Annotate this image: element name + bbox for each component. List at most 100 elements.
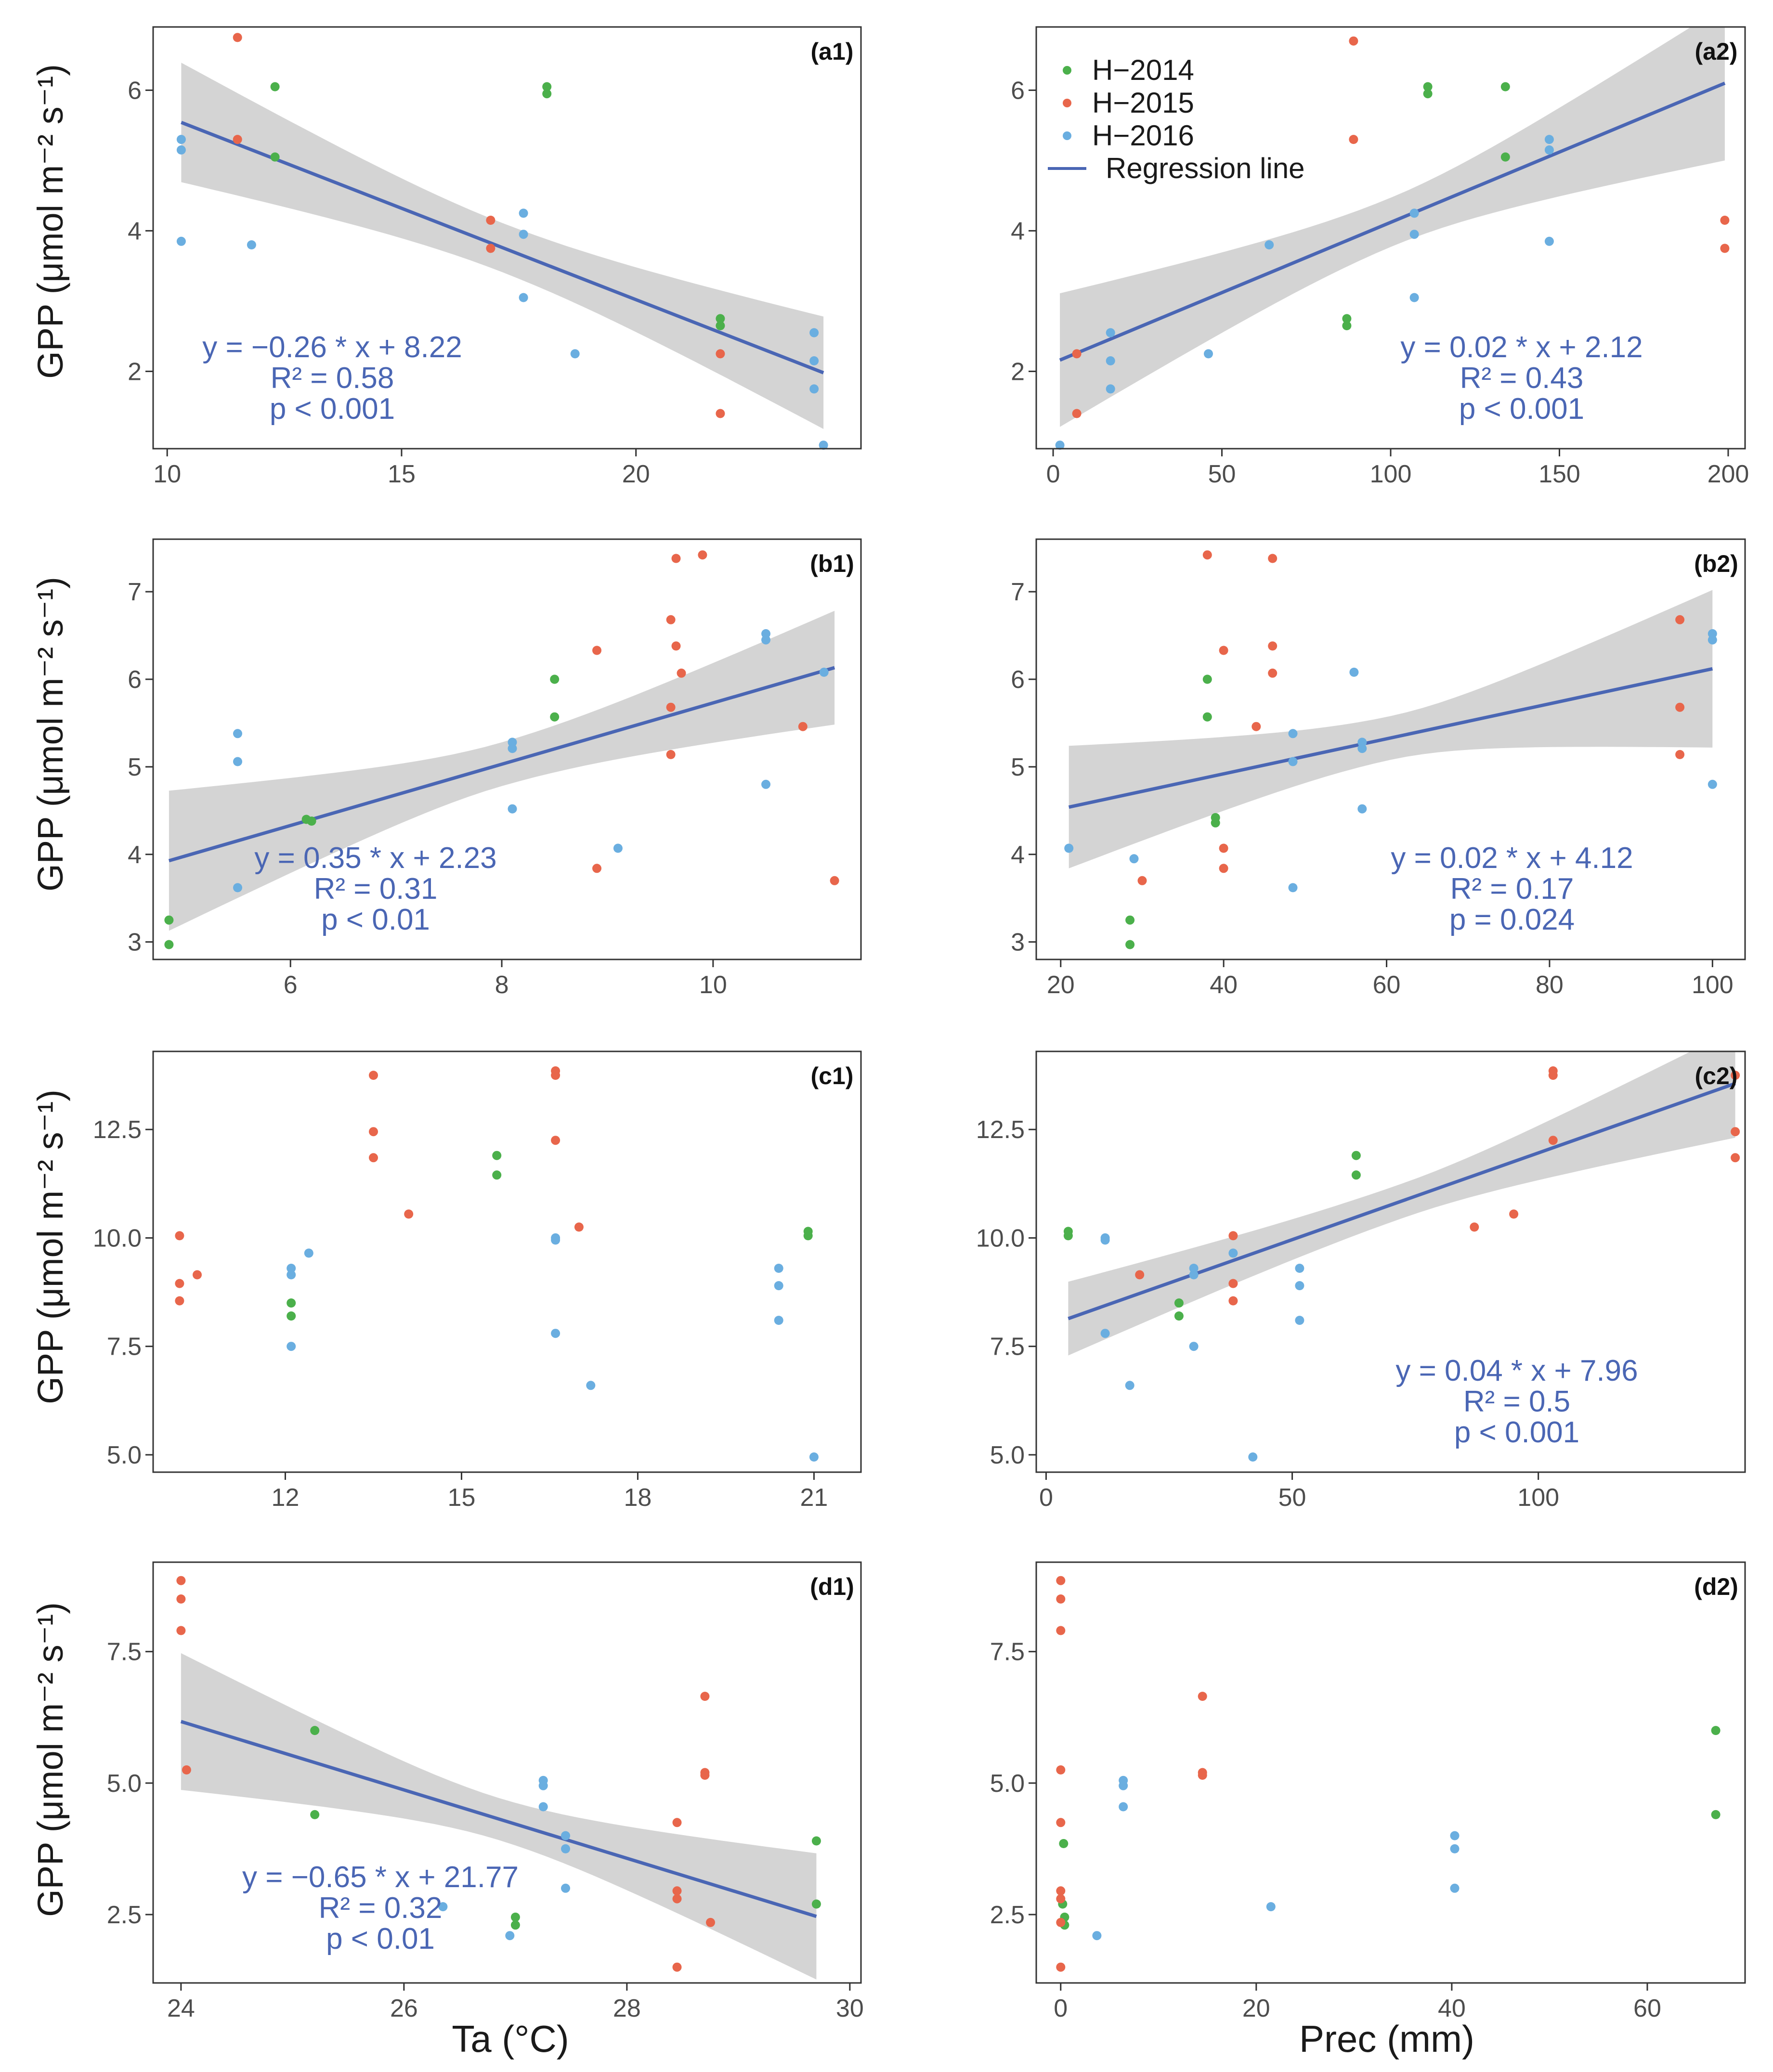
panel-frame <box>152 1561 862 1984</box>
data-point-h-2015 <box>486 244 495 253</box>
data-point-h-2016 <box>1204 349 1213 359</box>
stats-equation: y = 0.02 * x + 4.12 <box>1391 842 1633 875</box>
regression-line <box>1068 667 1713 809</box>
data-point-h-2016 <box>519 230 528 239</box>
data-point-h-2015 <box>1202 550 1212 560</box>
y-tick-label: 6 <box>128 666 142 694</box>
data-point-h-2015 <box>1228 1279 1238 1288</box>
data-point-h-2015 <box>677 668 686 678</box>
stats-r2: R² = 0.17 <box>1450 872 1574 906</box>
data-point-h-2016 <box>551 1329 561 1338</box>
data-point-h-2015 <box>671 554 681 563</box>
x-tick-label: 0 <box>1054 1994 1068 2022</box>
stats-equation: y = 0.02 * x + 2.12 <box>1400 331 1643 364</box>
data-point-h-2016 <box>1295 1264 1304 1273</box>
data-point-h-2015 <box>1056 1594 1066 1604</box>
data-point-h-2015 <box>1056 1765 1066 1774</box>
legend-marker-h2015 <box>1063 99 1071 107</box>
data-point-h-2014 <box>1500 152 1510 162</box>
x-tick-label: 100 <box>1370 460 1412 488</box>
legend-label-regression: Regression line <box>1106 152 1305 184</box>
data-point-h-2016 <box>304 1248 313 1258</box>
data-point-h-2016 <box>551 1235 561 1245</box>
data-point-h-2015 <box>1056 1886 1066 1896</box>
y-tick-label: 5.0 <box>990 1441 1025 1469</box>
x-tick-label: 50 <box>1208 460 1236 488</box>
data-point-h-2015 <box>233 33 242 42</box>
x-tick-label: 50 <box>1278 1484 1306 1512</box>
x-tick-label: 6 <box>284 971 298 999</box>
data-point-h-2016 <box>1295 1316 1304 1325</box>
data-point-h-2016 <box>1125 1381 1134 1390</box>
data-point-h-2016 <box>809 356 819 365</box>
y-tick-label: 2 <box>128 358 142 386</box>
data-point-h-2015 <box>574 1222 584 1232</box>
data-point-h-2015 <box>671 641 681 651</box>
data-point-h-2016 <box>287 1342 296 1351</box>
data-point-h-2015 <box>1252 722 1261 731</box>
y-tick-label: 7.5 <box>107 1333 142 1361</box>
data-point-h-2014 <box>803 1231 813 1241</box>
data-point-h-2016 <box>1100 1235 1110 1245</box>
y-tick-label: 7.5 <box>990 1333 1025 1361</box>
data-point-h-2014 <box>1351 1151 1361 1160</box>
data-point-h-2016 <box>1189 1264 1199 1273</box>
data-point-h-2015 <box>1675 750 1685 759</box>
data-point-h-2014 <box>1174 1298 1184 1308</box>
data-point-h-2014 <box>1211 818 1220 828</box>
x-tick-label: 21 <box>800 1484 828 1512</box>
regression-line <box>1059 81 1726 362</box>
legend-label-h2016: H−2016 <box>1092 119 1194 152</box>
y-tick-label: 5.0 <box>107 1770 142 1798</box>
data-point-h-2014 <box>492 1170 502 1180</box>
data-point-h-2014 <box>550 712 560 722</box>
data-point-h-2016 <box>1450 1883 1460 1893</box>
data-point-h-2016 <box>761 635 770 645</box>
panel-label: (c1) <box>811 1062 854 1089</box>
data-point-h-2016 <box>176 145 186 155</box>
data-point-h-2016 <box>233 757 242 766</box>
data-point-h-2015 <box>1349 135 1358 144</box>
data-point-h-2015 <box>1548 1071 1558 1080</box>
data-point-h-2015 <box>1056 1576 1066 1585</box>
data-point-h-2014 <box>550 674 560 684</box>
data-point-h-2015 <box>1548 1136 1558 1145</box>
data-point-h-2014 <box>1342 321 1352 330</box>
data-point-h-2016 <box>1106 328 1115 337</box>
data-point-h-2016 <box>1265 240 1274 250</box>
x-tick-label: 28 <box>613 1994 641 2022</box>
data-point-h-2014 <box>287 1298 296 1308</box>
data-point-h-2014 <box>1174 1311 1184 1321</box>
data-point-h-2015 <box>1228 1296 1238 1306</box>
data-point-h-2016 <box>505 1931 515 1941</box>
data-point-h-2016 <box>538 1781 548 1790</box>
data-point-h-2016 <box>1100 1329 1110 1338</box>
data-point-h-2016 <box>176 135 186 144</box>
y-tick-label: 12.5 <box>976 1116 1025 1144</box>
data-point-h-2015 <box>369 1153 378 1163</box>
y-tick-label: 2 <box>1011 358 1025 386</box>
x-tick-label: 10 <box>153 460 181 488</box>
data-point-h-2015 <box>1198 1692 1207 1701</box>
data-point-h-2015 <box>1056 1626 1066 1635</box>
data-point-h-2015 <box>1137 876 1147 885</box>
data-point-h-2016 <box>508 744 517 753</box>
data-point-h-2016 <box>561 1883 570 1893</box>
data-point-h-2014 <box>510 1920 520 1930</box>
x-axis-title-right: Prec (mm) <box>1299 2018 1474 2060</box>
y-tick-label: 5 <box>128 753 142 781</box>
data-point-h-2016 <box>586 1381 596 1390</box>
data-point-h-2015 <box>1056 1894 1066 1904</box>
x-tick-label: 200 <box>1708 460 1749 488</box>
data-point-h-2015 <box>1219 843 1228 853</box>
y-tick-label: 7.5 <box>990 1638 1025 1666</box>
data-point-h-2014 <box>716 314 725 324</box>
data-point-h-2016 <box>1106 384 1115 394</box>
data-point-h-2014 <box>811 1899 821 1909</box>
data-point-h-2015 <box>666 702 676 712</box>
data-point-h-2015 <box>1072 409 1082 418</box>
data-point-h-2015 <box>698 550 707 560</box>
y-axis-title-row-b: GPP (μmol m⁻² s⁻¹) <box>30 577 70 892</box>
data-point-h-2016 <box>1189 1342 1199 1351</box>
